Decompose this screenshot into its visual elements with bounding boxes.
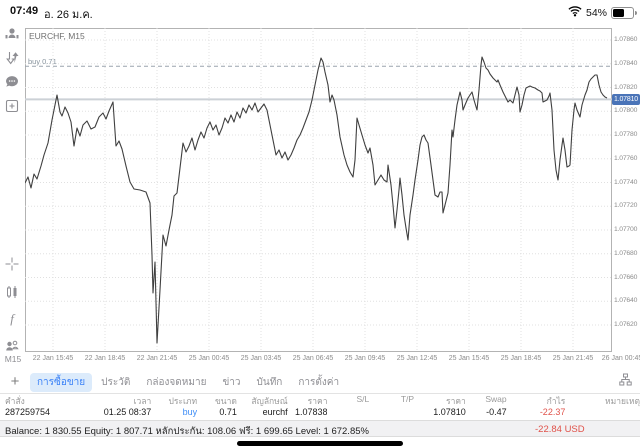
objects-icon[interactable] [4,338,20,354]
col-header: T/P [400,394,415,404]
tab-5[interactable]: การตั้งค่า [298,376,340,388]
col-header: กำไร [546,396,566,406]
clock-time: 07:49 [10,5,39,17]
price-tick: 1.07800 [614,107,638,115]
status-bar: 07:49 อ. 26 ม.ค. 54% [0,0,640,24]
time-tick: 25 Jan 18:45 [500,355,542,362]
tab-2[interactable]: กล่องจดหมาย [146,376,207,388]
col-header: เวลา [133,396,152,406]
wifi-icon [568,4,582,22]
cell: 1.07810 [433,407,466,417]
col-header: Swap [485,394,507,404]
tab-0[interactable]: การซื้อขาย [30,372,93,392]
price-tick: 1.07620 [614,321,638,328]
col-header: สัญลักษณ์ [251,396,288,406]
price-tick: 1.07840 [614,59,638,67]
cell: 287259754 [5,407,51,417]
chart-symbol-label: EURCHF, M15 [29,31,85,41]
time-tick: 25 Jan 09:45 [344,355,386,362]
col-header: คำสั่ง [5,396,25,406]
price-tick: 1.07720 [614,202,638,210]
time-tick: 22 Jan 21:45 [136,355,178,362]
cell: buy [182,407,198,417]
tab-3[interactable]: ข่าว [222,376,241,388]
trade-table-header: คำสั่ง เวลา ประเภท ขนาด สัญลักษณ์ ราคา S/L T/P ร… [0,394,640,407]
current-price-tag: 1.07810 [612,93,640,105]
col-header: ประเภท [168,396,198,406]
time-tick: 25 Jan 00:45 [188,355,230,362]
trade-arrows-icon[interactable] [4,50,20,66]
home-indicator[interactable] [237,441,403,446]
crosshair-icon[interactable] [4,256,20,272]
cell [369,407,414,420]
chat-icon[interactable] [4,74,20,90]
status-date: อ. 26 ม.ค. [44,9,93,21]
cell: -22.37 [539,407,566,417]
cell: 0.71 [219,407,237,417]
price-tick: 1.07740 [614,178,638,186]
total-profit: -22.84 USD [535,424,585,435]
tab-4[interactable]: บันทึก [256,376,283,388]
battery-icon [611,7,637,19]
tab-list: การซื้อขาย ประวัติ กล่องจดหมาย ข่าว บันทึก กา… [30,372,348,392]
trade-table-row[interactable]: 287259754 01.25 08:37 buy 0.71 eurchf 1.07838… [0,407,640,420]
chart-area[interactable] [25,28,612,352]
col-header: ราคา [446,396,466,406]
col-header: ราคา [307,396,328,406]
time-tick: 25 Jan 12:45 [396,355,438,362]
balance-summary: Balance: 1 830.55 Equity: 1 807.71 หลักป… [5,426,369,437]
cell: 01.25 08:37 [103,407,152,417]
time-tick: 22 Jan 18:45 [84,355,126,362]
price-tick: 1.07680 [614,249,638,257]
time-tick: 25 Jan 21:45 [552,355,594,362]
cell: 1.07838 [294,407,328,417]
price-tick: 1.07860 [614,36,638,43]
price-tick: 1.07660 [614,273,638,281]
time-tick: 25 Jan 15:45 [448,355,490,362]
price-tick: 1.07820 [614,83,638,91]
time-tick: 25 Jan 03:45 [240,355,282,362]
col-header: S/L [356,394,370,404]
price-chart [25,28,612,352]
price-tick: 1.07640 [614,297,638,305]
price-tick: 1.07760 [614,154,638,162]
cell [327,407,369,420]
time-tick: 25 Jan 06:45 [292,355,334,362]
bottom-tab-bar: + การซื้อขาย ประวัติ กล่องจดหมาย ข่าว บันทึก… [0,371,640,394]
sort-icon[interactable] [619,373,632,391]
balance-bar: Balance: 1 830.55 Equity: 1 807.71 หลักป… [0,420,640,437]
add-order-button[interactable]: + [10,373,20,390]
timeframe-button[interactable]: M15 [4,354,22,364]
battery-percent: 54% [585,7,607,19]
col-header: ขนาด [214,396,237,406]
new-chart-icon[interactable] [4,98,20,114]
indicators-icon[interactable]: f [10,311,14,326]
price-tick: 1.07700 [614,226,638,233]
quotes-icon[interactable] [4,26,20,42]
open-position-label: buy 0.71 [28,57,57,66]
cell: eurchf [262,407,288,417]
cell: -0.47 [486,407,507,417]
time-tick: 26 Jan 00:45 [601,355,640,362]
col-header: หมายเหตุ [604,396,640,406]
tab-1[interactable]: ประวัติ [101,376,131,388]
price-tick: 1.07780 [614,131,638,138]
time-tick: 22 Jan 15:45 [32,355,74,362]
cell [565,407,640,420]
chart-type-icon[interactable] [4,284,20,300]
